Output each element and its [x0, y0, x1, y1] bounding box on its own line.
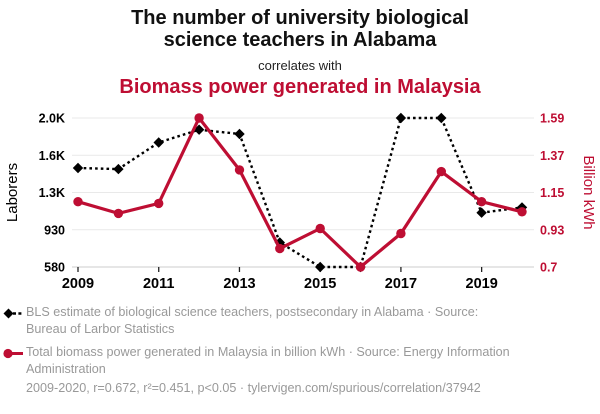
- svg-text:1.37: 1.37: [540, 149, 564, 163]
- svg-text:930: 930: [44, 223, 65, 237]
- svg-text:580: 580: [44, 261, 65, 275]
- svg-text:1.3K: 1.3K: [39, 186, 65, 200]
- svg-text:2019: 2019: [466, 276, 498, 292]
- correlates-with-label: correlates with: [258, 58, 342, 73]
- legend-label-teachers: BLS estimate of biological science teach…: [26, 305, 479, 336]
- series-biomass: [73, 113, 527, 272]
- y-axis-right-labels: 0.7 0.93 1.15 1.37 1.59: [540, 112, 564, 275]
- y-axis-left-labels: 580 930 1.3K 1.6K 2.0K: [39, 112, 65, 275]
- svg-text:1.15: 1.15: [540, 186, 564, 200]
- svg-text:0.7: 0.7: [540, 261, 557, 275]
- footer-stats: 2009-2020, r=0.672, r²=0.451, p<0.05 · t…: [26, 381, 481, 395]
- red-circle-line-marker-icon: [3, 348, 23, 359]
- svg-text:2011: 2011: [143, 276, 174, 292]
- chart-subtitle: Biomass power generated in Malaysia: [119, 76, 481, 98]
- svg-text:0.93: 0.93: [540, 223, 564, 237]
- legend-item-teachers: BLS estimate of biological science teach…: [3, 304, 563, 338]
- svg-text:2013: 2013: [223, 276, 255, 292]
- axis-title-laborers: Laborers: [4, 163, 21, 222]
- chart-title: The number of university biological scie…: [131, 7, 469, 51]
- chart-plot: 580 930 1.3K 1.6K 2.0K 0.7 0.93 1.15 1.37 1.59 200…: [4, 112, 597, 293]
- svg-text:2.0K: 2.0K: [39, 112, 65, 126]
- svg-text:2017: 2017: [385, 276, 417, 292]
- x-axis: 2009 2011 2013 2015 2017 2019: [62, 267, 498, 292]
- svg-text:2015: 2015: [304, 276, 336, 292]
- gridlines: [72, 117, 534, 268]
- svg-text:1.59: 1.59: [540, 112, 564, 126]
- legend-label-biomass: Total biomass power generated in Malaysi…: [26, 345, 510, 376]
- black-diamond-dotted-marker-icon: [3, 308, 23, 319]
- svg-text:1.6K: 1.6K: [39, 149, 65, 163]
- svg-text:2009: 2009: [62, 276, 94, 292]
- axis-title-billion-kwh: Billion kWh: [580, 155, 597, 229]
- legend-item-biomass: Total biomass power generated in Malaysi…: [3, 344, 563, 378]
